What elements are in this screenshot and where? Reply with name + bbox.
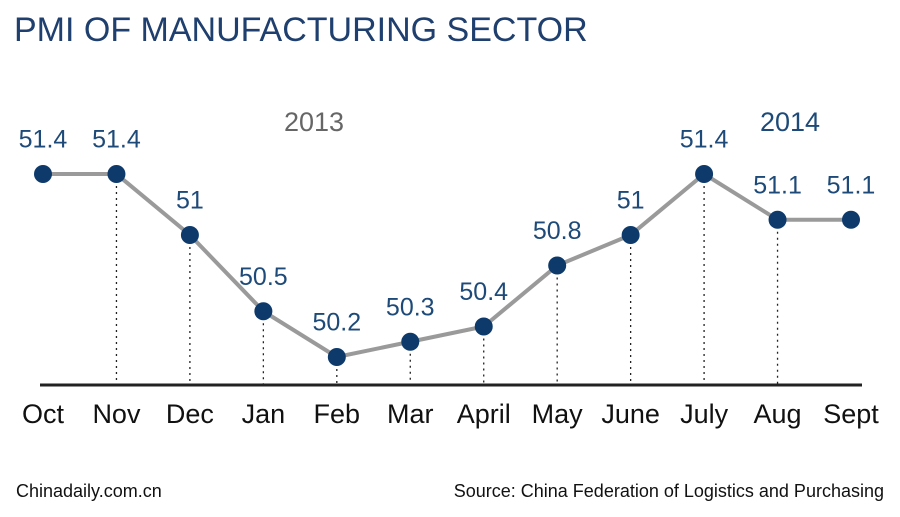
- value-label: 50.3: [386, 293, 435, 321]
- data-point: [34, 165, 52, 183]
- data-point: [327, 348, 346, 366]
- data-point: [474, 317, 493, 336]
- x-tick-label: Mar: [387, 399, 434, 429]
- chart-title: PMI OF MANUFACTURING SECTOR: [14, 11, 588, 49]
- data-point: [621, 226, 640, 244]
- value-label: 50.5: [239, 263, 288, 291]
- x-tick-label: Jan: [242, 399, 286, 429]
- data-point: [695, 165, 714, 183]
- year-annotation: 2014: [760, 107, 820, 137]
- value-label: 50.2: [312, 309, 361, 337]
- value-label: 50.8: [533, 217, 582, 245]
- value-label: 51.1: [753, 171, 802, 199]
- year-annotation: 2013: [284, 107, 344, 137]
- credit: Chinadaily.com.cn: [16, 481, 162, 501]
- x-tick-label: Nov: [92, 399, 141, 429]
- x-tick-label: July: [680, 399, 729, 429]
- value-label: 50.4: [459, 278, 508, 306]
- value-label: 51: [617, 187, 645, 215]
- x-tick-label: Aug: [754, 399, 802, 429]
- value-label: 51: [176, 187, 204, 215]
- x-tick-label: June: [601, 399, 660, 429]
- x-tick-label: Feb: [314, 399, 361, 429]
- data-line: [43, 171, 851, 360]
- source: Source: China Federation of Logistics an…: [454, 481, 884, 501]
- data-point: [548, 256, 567, 275]
- data-point: [768, 210, 787, 229]
- data-point: [180, 226, 199, 244]
- x-tick-label: May: [532, 399, 584, 429]
- value-label: 51.4: [92, 126, 141, 154]
- data-point: [107, 165, 126, 183]
- value-label: 51.1: [827, 171, 876, 199]
- data-point: [842, 210, 860, 229]
- data-point: [401, 332, 420, 351]
- data-point: [254, 302, 273, 321]
- x-tick-label: Sept: [823, 399, 879, 429]
- x-tick-label: Oct: [22, 399, 65, 429]
- x-tick-label: April: [457, 399, 511, 429]
- value-label: 51.4: [19, 126, 68, 154]
- x-tick-label: Dec: [166, 399, 214, 429]
- value-label: 51.4: [680, 126, 729, 154]
